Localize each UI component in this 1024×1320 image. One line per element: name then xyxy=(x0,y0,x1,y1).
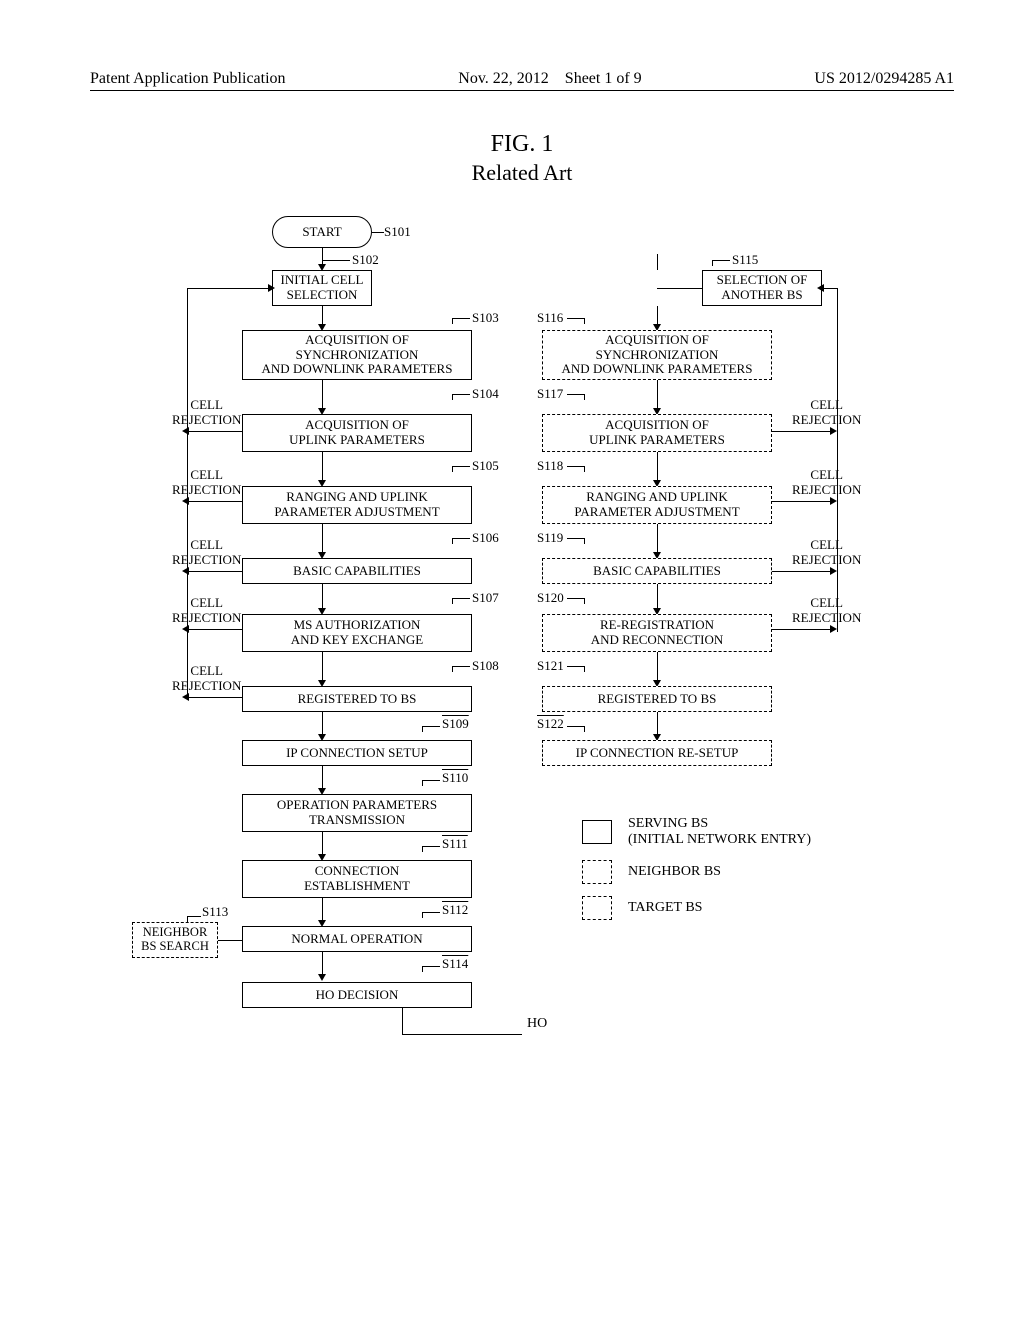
cell-rejection-r117: CELL REJECTION xyxy=(792,398,861,428)
step-num-s111: S111 xyxy=(442,836,468,852)
step-num-s118: S118 xyxy=(537,458,563,474)
cell-rejection-105: CELL REJECTION xyxy=(172,468,241,498)
cell-rejection-r119: CELL REJECTION xyxy=(792,538,861,568)
step-num-s115: S115 xyxy=(732,252,758,268)
box-uplink-r: ACQUISITION OF UPLINK PARAMETERS xyxy=(542,414,772,452)
box-sync-dl: ACQUISITION OF SYNCHRONIZATION AND DOWNL… xyxy=(242,330,472,380)
cell-rejection-107: CELL REJECTION xyxy=(172,596,241,626)
step-num-s103: S103 xyxy=(472,310,499,326)
figure-subtitle: Related Art xyxy=(90,160,954,186)
box-op-params: OPERATION PARAMETERS TRANSMISSION xyxy=(242,794,472,832)
header-docnum: US 2012/0294285 A1 xyxy=(814,70,954,88)
box-ip-resetup: IP CONNECTION RE-SETUP xyxy=(542,740,772,766)
start-node: START xyxy=(272,216,372,248)
header-left: Patent Application Publication xyxy=(90,70,286,88)
box-normal-op: NORMAL OPERATION xyxy=(242,926,472,952)
box-conn-est: CONNECTION ESTABLISHMENT xyxy=(242,860,472,898)
box-uplink: ACQUISITION OF UPLINK PARAMETERS xyxy=(242,414,472,452)
step-num-s120: S120 xyxy=(537,590,564,606)
cell-rejection-r120: CELL REJECTION xyxy=(792,596,861,626)
box-registered: REGISTERED TO BS xyxy=(242,686,472,712)
step-num-s109: S109 xyxy=(442,716,469,732)
cell-rejection-108: CELL REJECTION xyxy=(172,664,241,694)
step-num-s107: S107 xyxy=(472,590,499,606)
box-ip-setup: IP CONNECTION SETUP xyxy=(242,740,472,766)
box-initial-cell: INITIAL CELL SELECTION xyxy=(272,270,372,306)
page-header: Patent Application Publication Nov. 22, … xyxy=(90,70,954,91)
box-sync-dl-r: ACQUISITION OF SYNCHRONIZATION AND DOWNL… xyxy=(542,330,772,380)
header-date: Nov. 22, 2012 xyxy=(458,70,549,87)
box-neighbor-bs-search: NEIGHBOR BS SEARCH xyxy=(132,922,218,958)
step-num-s122: S122 xyxy=(537,716,564,732)
step-num-s104: S104 xyxy=(472,386,499,402)
cell-rejection-104: CELL REJECTION xyxy=(172,398,241,428)
step-num-s117: S117 xyxy=(537,386,563,402)
legend-swatch-target xyxy=(582,896,612,920)
step-num-s121: S121 xyxy=(537,658,564,674)
cell-rejection-106: CELL REJECTION xyxy=(172,538,241,568)
box-auth: MS AUTHORIZATION AND KEY EXCHANGE xyxy=(242,614,472,652)
step-num-s108: S108 xyxy=(472,658,499,674)
step-num-s106: S106 xyxy=(472,530,499,546)
box-select-another: SELECTION OF ANOTHER BS xyxy=(702,270,822,306)
legend-swatch-solid xyxy=(582,820,612,844)
figure-title: FIG. 1 xyxy=(90,131,954,158)
legend-target: TARGET BS xyxy=(582,896,811,920)
step-num-s113: S113 xyxy=(202,904,228,920)
box-ho-decision: HO DECISION xyxy=(242,982,472,1008)
legend-neighbor: NEIGHBOR BS xyxy=(582,860,811,884)
flowchart: START S101 S102 INITIAL CELL SELECTION S… xyxy=(112,216,932,1216)
step-num-s101: S101 xyxy=(384,224,411,240)
box-basic: BASIC CAPABILITIES xyxy=(242,558,472,584)
box-basic-r: BASIC CAPABILITIES xyxy=(542,558,772,584)
step-num-s119: S119 xyxy=(537,530,563,546)
box-ranging-r: RANGING AND UPLINK PARAMETER ADJUSTMENT xyxy=(542,486,772,524)
box-ranging: RANGING AND UPLINK PARAMETER ADJUSTMENT xyxy=(242,486,472,524)
legend: SERVING BS (INITIAL NETWORK ENTRY) NEIGH… xyxy=(582,816,811,932)
step-num-s102: S102 xyxy=(352,252,379,268)
ho-label: HO xyxy=(527,1016,547,1032)
step-num-s112: S112 xyxy=(442,902,468,918)
header-sheet: Sheet 1 of 9 xyxy=(565,70,642,87)
step-num-s105: S105 xyxy=(472,458,499,474)
legend-swatch-dashed-long xyxy=(582,860,612,884)
step-num-s114: S114 xyxy=(442,956,468,972)
box-rereg: RE-REGISTRATION AND RECONNECTION xyxy=(542,614,772,652)
box-registered-r: REGISTERED TO BS xyxy=(542,686,772,712)
step-num-s110: S110 xyxy=(442,770,468,786)
step-num-s116: S116 xyxy=(537,310,563,326)
cell-rejection-r118: CELL REJECTION xyxy=(792,468,861,498)
legend-serving: SERVING BS (INITIAL NETWORK ENTRY) xyxy=(582,816,811,848)
